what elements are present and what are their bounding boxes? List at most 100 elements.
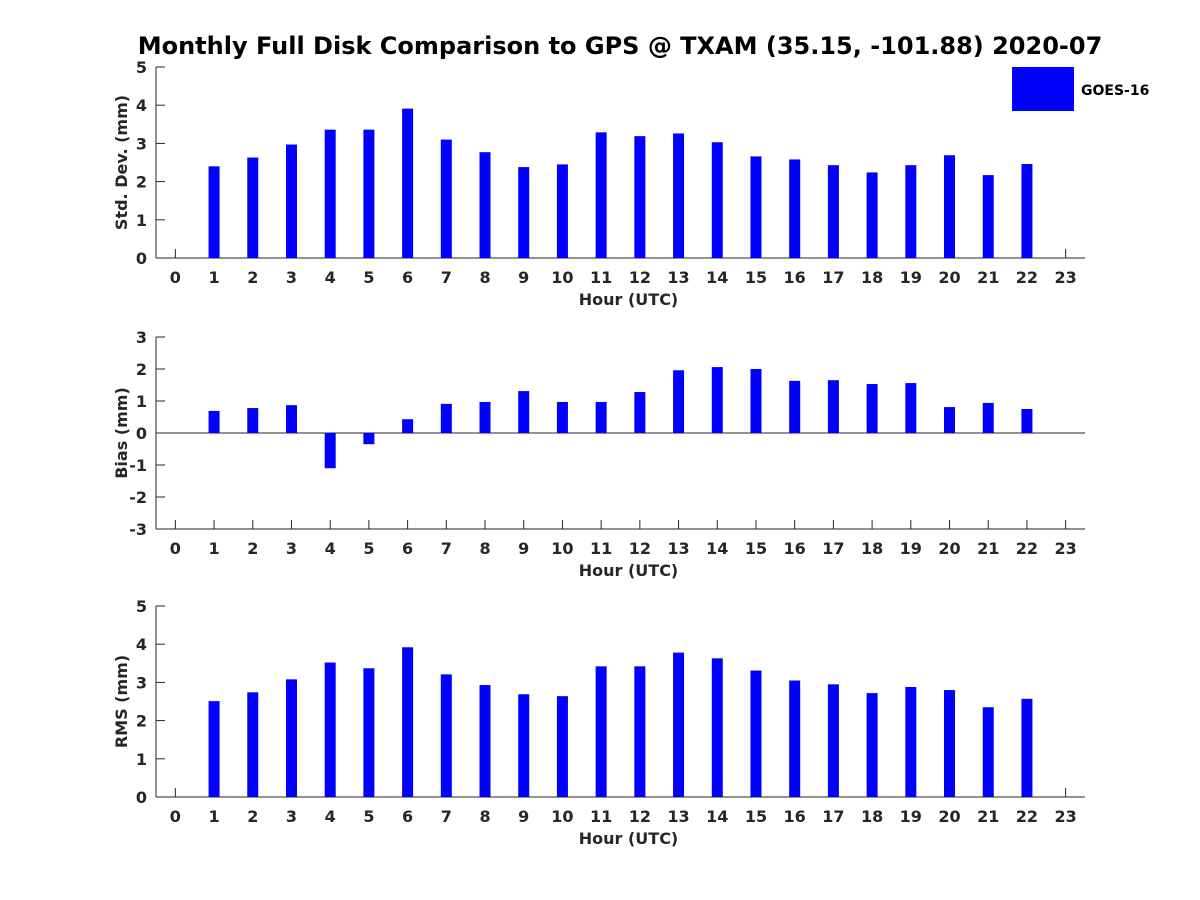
std-dev-bar-hour-6 — [402, 108, 414, 258]
bias-y-tick-label: 1 — [136, 392, 147, 411]
std-dev-x-tick-label: 23 — [1055, 268, 1077, 287]
rms-x-tick-label: 2 — [247, 807, 258, 826]
std-dev-y-tick-label: 0 — [136, 249, 147, 268]
bias-x-tick-label: 8 — [479, 539, 490, 558]
bias-x-tick-label: 4 — [325, 539, 336, 558]
bias-x-tick-label: 7 — [441, 539, 452, 558]
rms-x-tick-label: 8 — [479, 807, 490, 826]
std-dev-bar-hour-20 — [944, 155, 956, 258]
bias-bar-hour-13 — [673, 370, 685, 433]
bias-y-tick-label: -1 — [129, 456, 147, 475]
bias-bar-hour-7 — [440, 403, 452, 433]
std-dev-x-tick-label: 0 — [170, 268, 181, 287]
rms-bar-hour-21 — [982, 707, 994, 797]
bias-y-tick-label: 3 — [136, 328, 147, 347]
std-dev-x-tick-label: 6 — [402, 268, 413, 287]
std-dev-x-tick-label: 3 — [286, 268, 297, 287]
bias-x-tick-label: 20 — [938, 539, 960, 558]
std-dev-bar-hour-21 — [982, 175, 994, 258]
bias-x-tick-label: 10 — [551, 539, 573, 558]
bias-x-tick-label: 23 — [1055, 539, 1077, 558]
rms-y-tick-label: 1 — [136, 750, 147, 769]
std-dev-x-tick-label: 19 — [900, 268, 922, 287]
bias-y-tick-label: -3 — [129, 520, 147, 539]
bias-bar-hour-18 — [866, 384, 878, 433]
std-dev-bar-hour-9 — [518, 167, 530, 258]
std-dev-bar-hour-18 — [866, 172, 878, 258]
std-dev-bar-hour-14 — [711, 142, 723, 258]
rms-bar-hour-22 — [1021, 698, 1033, 797]
rms-x-tick-label: 6 — [402, 807, 413, 826]
bias-bar-hour-6 — [402, 419, 414, 433]
std-dev-bar-hour-8 — [479, 152, 491, 258]
bias-x-tick-label: 2 — [247, 539, 258, 558]
legend-swatch — [1012, 67, 1074, 111]
bias-x-tick-label: 6 — [402, 539, 413, 558]
rms-bar-hour-2 — [247, 692, 259, 797]
std-dev-x-tick-label: 21 — [977, 268, 999, 287]
rms-bar-hour-6 — [402, 647, 414, 797]
std-dev-bar-hour-1 — [208, 166, 220, 258]
rms-bar-hour-9 — [518, 694, 530, 797]
std-dev-x-tick-label: 17 — [822, 268, 844, 287]
rms-x-tick-label: 13 — [667, 807, 689, 826]
rms-x-tick-label: 18 — [861, 807, 883, 826]
rms-x-tick-label: 7 — [441, 807, 452, 826]
rms-x-tick-label: 22 — [1016, 807, 1038, 826]
rms-bar-hour-14 — [711, 658, 723, 797]
rms-y-tick-label: 4 — [136, 635, 147, 654]
std-dev-x-tick-label: 5 — [363, 268, 374, 287]
rms-x-tick-label: 4 — [325, 807, 336, 826]
std-dev-y-axis-label: Std. Dev. (mm) — [112, 95, 131, 230]
rms-bar-hour-8 — [479, 685, 491, 797]
bias-y-tick-label: -2 — [129, 488, 147, 507]
bias-bar-hour-20 — [944, 407, 956, 433]
std-dev-x-tick-label: 11 — [590, 268, 612, 287]
std-dev-y-tick-label: 4 — [136, 96, 147, 115]
bias-x-tick-label: 11 — [590, 539, 612, 558]
std-dev-bar-hour-2 — [247, 157, 259, 258]
std-dev-x-tick-label: 4 — [325, 268, 336, 287]
rms-bar-hour-4 — [324, 662, 336, 797]
std-dev-bar-hour-16 — [789, 159, 801, 258]
std-dev-y-tick-label: 5 — [136, 58, 147, 77]
std-dev-x-tick-label: 9 — [518, 268, 529, 287]
rms-bar-hour-16 — [789, 680, 801, 797]
bias-x-tick-label: 12 — [629, 539, 651, 558]
std-dev-bar-hour-3 — [285, 144, 297, 258]
rms-x-tick-label: 1 — [208, 807, 219, 826]
std-dev-y-tick-label: 3 — [136, 134, 147, 153]
std-dev-bar-hour-15 — [750, 156, 762, 258]
rms-x-tick-label: 12 — [629, 807, 651, 826]
std-dev-bar-hour-13 — [673, 133, 685, 258]
bias-x-tick-label: 15 — [745, 539, 767, 558]
rms-bar-hour-12 — [634, 666, 646, 797]
std-dev-bar-hour-19 — [905, 165, 917, 258]
bias-x-axis-label: Hour (UTC) — [579, 561, 679, 580]
bias-bar-hour-17 — [827, 380, 839, 433]
std-dev-y-tick-label: 1 — [136, 211, 147, 230]
rms-bar-hour-3 — [285, 679, 297, 797]
std-dev-x-tick-label: 13 — [667, 268, 689, 287]
std-dev-y-tick-label: 2 — [136, 173, 147, 192]
rms-x-tick-label: 9 — [518, 807, 529, 826]
bias-x-tick-label: 19 — [900, 539, 922, 558]
rms-x-tick-label: 10 — [551, 807, 573, 826]
std-dev-x-tick-label: 8 — [479, 268, 490, 287]
bias-bar-hour-22 — [1021, 409, 1033, 433]
std-dev-x-tick-label: 7 — [441, 268, 452, 287]
bias-bar-hour-16 — [789, 380, 801, 433]
bias-x-tick-label: 17 — [822, 539, 844, 558]
figure-title: Monthly Full Disk Comparison to GPS @ TX… — [138, 32, 1103, 60]
rms-y-axis-label: RMS (mm) — [112, 655, 131, 748]
std-dev-x-tick-label: 2 — [247, 268, 258, 287]
bias-x-tick-label: 13 — [667, 539, 689, 558]
std-dev-x-tick-label: 22 — [1016, 268, 1038, 287]
std-dev-x-tick-label: 20 — [938, 268, 960, 287]
bias-bar-hour-14 — [711, 367, 723, 433]
bias-x-tick-label: 16 — [784, 539, 806, 558]
